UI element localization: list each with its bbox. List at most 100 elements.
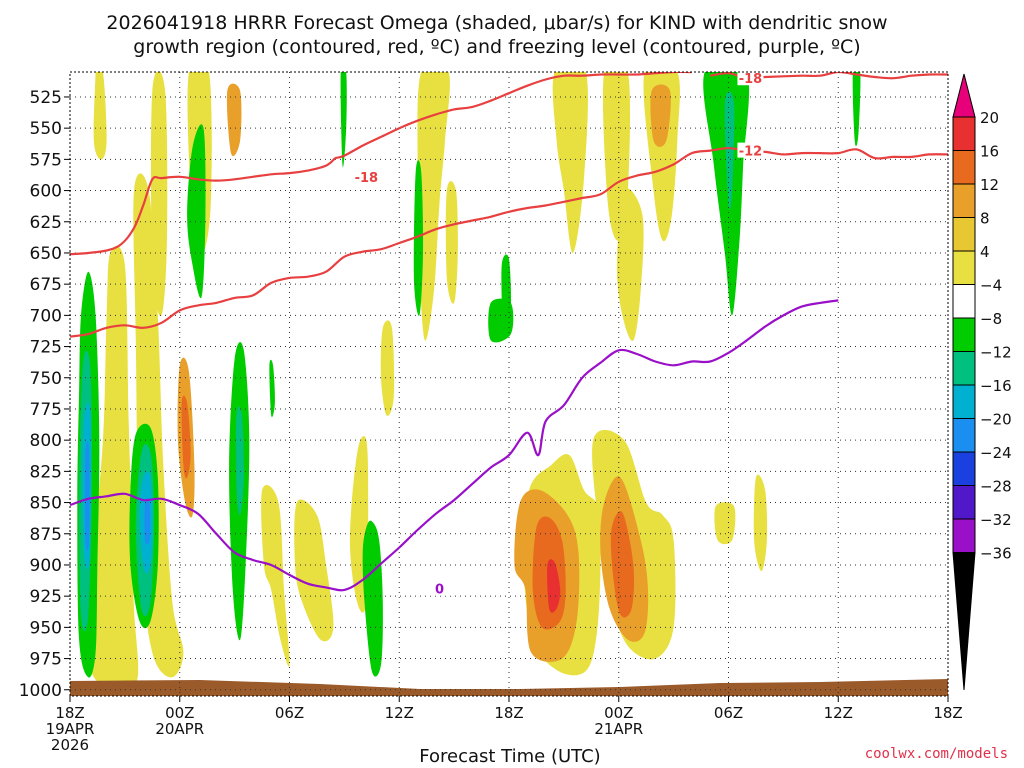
x-axis-label: Forecast Time (UTC) xyxy=(419,746,600,767)
site-credit: coolwx.com/models xyxy=(865,746,1008,762)
omega-region-23 xyxy=(650,84,671,147)
x-tick-label-24-0: 18Z xyxy=(494,704,523,722)
x-tick-label-30-0: 00Z xyxy=(604,704,633,722)
colorbar-label-5: −4 xyxy=(980,277,1002,295)
omega-region-33 xyxy=(340,72,347,168)
colorbar-swatch-11 xyxy=(952,485,976,520)
x-tick-label-36-0: 06Z xyxy=(714,704,743,722)
omega-region-37 xyxy=(501,254,512,332)
x-tick-label-0-1: 19APR xyxy=(46,720,95,738)
omega-region-3 xyxy=(150,72,168,316)
omega-region-34 xyxy=(362,520,383,677)
y-tick-label-850: 850 xyxy=(30,494,62,514)
omega-region-38 xyxy=(703,72,750,316)
omega-region-9 xyxy=(417,72,450,341)
omega-region-5 xyxy=(261,485,290,667)
colorbar: 20 16 12 8 4 −4 −8 −12 −16 −20 −24 −28 −32 −36 xyxy=(952,73,1012,691)
x-tick-label-0-2: 2026 xyxy=(51,736,89,754)
contour-label-minus12-bg xyxy=(737,142,764,158)
omega-shading xyxy=(77,72,861,685)
x-tick-label-12-0: 06Z xyxy=(275,704,304,722)
colorbar-swatch-10 xyxy=(952,451,976,486)
contour-minus18_upper xyxy=(334,72,692,160)
x-tick-label-30-1: 21APR xyxy=(594,720,643,738)
y-tick-label-800: 800 xyxy=(30,431,62,451)
omega-region-17 xyxy=(714,502,736,545)
y-tick-label-975: 975 xyxy=(30,650,62,670)
omega-region-30 xyxy=(187,124,206,299)
omega-region-16 xyxy=(616,188,644,341)
colorbar-swatch-0 xyxy=(952,116,976,151)
colorbar-label-7: −12 xyxy=(980,344,1012,362)
colorbar-label-4: 4 xyxy=(980,243,990,261)
colorbar-label-13: −36 xyxy=(980,545,1012,563)
omega-region-1 xyxy=(86,245,139,685)
x-tick-label-6-0: 00Z xyxy=(165,704,194,722)
omega-region-10 xyxy=(445,181,458,304)
omega-region-42 xyxy=(235,406,244,516)
colorbar-bottom-arrow xyxy=(952,552,976,691)
omega-region-43 xyxy=(724,91,735,210)
omega-region-47 xyxy=(144,497,151,545)
contour-label-minus18-upper-bg xyxy=(737,72,764,86)
plot-area: -18 -18 -12 0 xyxy=(69,71,949,697)
colorbar-label-10: −24 xyxy=(980,444,1012,462)
chart-title-line2: growth region (contoured, red, ºC) and f… xyxy=(133,36,860,58)
omega-region-35 xyxy=(413,160,424,316)
y-tick-label-525: 525 xyxy=(30,88,62,108)
omega-region-6 xyxy=(294,499,334,642)
colorbar-label-9: −20 xyxy=(980,411,1012,429)
x-tick-label-18-0: 12Z xyxy=(385,704,414,722)
y-tick-label-700: 700 xyxy=(30,306,62,326)
colorbar-label-2: 12 xyxy=(980,176,999,194)
y-tick-label-950: 950 xyxy=(30,618,62,638)
y-tick-label-575: 575 xyxy=(30,150,62,170)
omega-region-11 xyxy=(552,72,588,254)
contour-label-minus12: -12 xyxy=(739,145,763,160)
omega-region-26 xyxy=(610,511,635,618)
contour-lines: -18 -18 -12 0 xyxy=(70,72,948,598)
omega-region-32 xyxy=(269,359,275,418)
omega-region-27 xyxy=(547,559,561,613)
y-tick-label-650: 650 xyxy=(30,244,62,264)
omega-region-8 xyxy=(380,320,395,416)
colorbar-label-12: −32 xyxy=(980,511,1012,529)
colorbar-label-3: 8 xyxy=(980,210,990,228)
colorbar-top-arrow xyxy=(952,73,976,118)
colorbar-swatch-7 xyxy=(952,351,976,386)
contour-minus12 xyxy=(70,146,948,338)
y-tick-label-725: 725 xyxy=(30,338,62,358)
omega-region-20 xyxy=(226,83,242,157)
colorbar-swatch-12 xyxy=(952,518,976,553)
colorbar-label-0: 20 xyxy=(980,109,999,127)
y-axis-pressure: 525 550 575 600 625 650 675 700 725 750 775 800 825 8… xyxy=(19,88,70,701)
y-tick-label-925: 925 xyxy=(30,587,62,607)
colorbar-label-6: −8 xyxy=(980,310,1002,328)
colorbar-swatch-1 xyxy=(952,150,976,185)
colorbar-swatch-2 xyxy=(952,183,976,218)
omega-region-46 xyxy=(85,441,90,551)
y-tick-label-900: 900 xyxy=(30,556,62,576)
omega-region-0 xyxy=(93,72,107,160)
contour-label-freezing: 0 xyxy=(435,583,444,598)
contour-freezing xyxy=(70,299,839,592)
colorbar-swatch-5 xyxy=(952,284,976,319)
y-tick-label-675: 675 xyxy=(30,275,62,295)
x-tick-label-6-1: 20APR xyxy=(155,720,204,738)
contour-label-minus18-upper: -18 xyxy=(739,72,763,87)
y-tick-label-1000: 1000 xyxy=(19,681,62,701)
colorbar-swatch-8 xyxy=(952,384,976,419)
x-tick-label-48-0: 18Z xyxy=(933,704,962,722)
colorbar-swatch-4 xyxy=(952,250,976,285)
y-tick-label-875: 875 xyxy=(30,525,62,545)
x-tick-label-42-0: 12Z xyxy=(824,704,853,722)
colorbar-label-1: 16 xyxy=(980,143,999,161)
colorbar-swatch-9 xyxy=(952,418,976,453)
y-tick-label-550: 550 xyxy=(30,119,62,139)
colorbar-label-8: −16 xyxy=(980,377,1012,395)
chart-title-line1: 2026041918 HRRR Forecast Omega (shaded, … xyxy=(106,12,887,34)
omega-region-24 xyxy=(181,395,191,479)
colorbar-swatch-3 xyxy=(952,217,976,252)
